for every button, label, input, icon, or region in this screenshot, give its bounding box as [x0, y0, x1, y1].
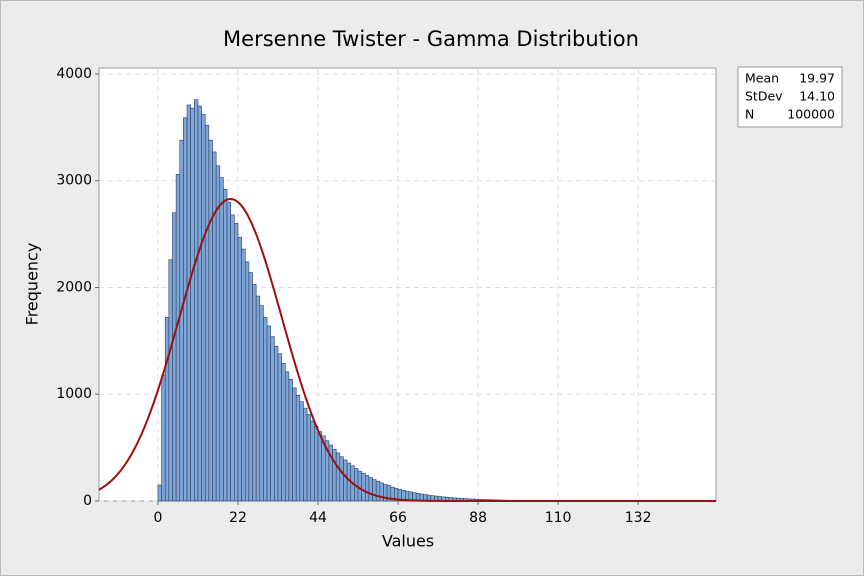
bar: [364, 475, 370, 502]
bar: [263, 317, 268, 502]
bar: [299, 401, 304, 502]
bar: [168, 259, 173, 502]
x-tick-label: 132: [625, 510, 652, 526]
bar: [204, 124, 210, 502]
bar: [295, 395, 301, 502]
bar: [310, 420, 315, 502]
stats-box: [737, 66, 843, 128]
bar: [223, 188, 228, 502]
chart-title: Mersenne Twister - Gamma Distribution: [223, 27, 639, 51]
stat-name: N: [745, 107, 754, 122]
bar: [164, 317, 170, 502]
bar: [288, 378, 293, 502]
stat-value: 100000: [787, 107, 835, 122]
plot: 0 1000 2000 3000 4000 0 22 44 66 88 110 132: [56, 66, 716, 526]
y-tick-label: 3000: [56, 173, 92, 189]
bar: [274, 345, 279, 502]
bar: [368, 477, 373, 502]
bar: [317, 431, 322, 502]
x-tick-label: 0: [153, 510, 162, 526]
bar: [284, 371, 290, 502]
bar: [179, 139, 184, 502]
bar: [237, 237, 242, 502]
bar: [226, 201, 231, 502]
bar: [183, 117, 188, 502]
bar: [172, 212, 177, 502]
bar: [314, 425, 319, 502]
bar: [244, 261, 250, 502]
bar: [281, 362, 286, 502]
stat-value: 14.10: [799, 89, 835, 104]
bar: [194, 99, 199, 502]
bar: [186, 104, 191, 502]
bar: [219, 177, 224, 502]
bar: [190, 107, 195, 502]
fit-curve: [98, 197, 716, 502]
bar: [208, 139, 213, 502]
bar: [339, 456, 344, 502]
y-tick-label: 4000: [56, 66, 92, 82]
bar: [197, 105, 202, 502]
y-axis-label: Frequency: [23, 243, 42, 326]
bar: [375, 480, 381, 502]
y-tick-label: 0: [83, 493, 92, 509]
stat-value: 19.97: [799, 71, 835, 86]
bar: [230, 214, 235, 502]
x-axis-label: Values: [382, 532, 434, 551]
bar: [343, 459, 348, 502]
x-tick-label: 22: [229, 510, 247, 526]
bar: [372, 479, 377, 502]
bar: [303, 407, 308, 502]
bar: [234, 223, 239, 502]
y-tick-label: 1000: [56, 386, 92, 402]
y-tick-label: 2000: [56, 279, 92, 295]
bar: [270, 336, 275, 502]
bar: [361, 472, 366, 502]
bar: [161, 374, 166, 502]
bar: [157, 484, 162, 502]
bar: [201, 114, 206, 502]
bar: [266, 325, 272, 502]
bar: [335, 452, 341, 502]
bar: [292, 387, 297, 502]
bar: [241, 248, 246, 502]
x-tick-label: 44: [309, 510, 327, 526]
stat-name: Mean: [745, 71, 779, 86]
x-tick-label: 88: [469, 510, 487, 526]
bar: [306, 414, 312, 502]
x-tick-label: 66: [389, 510, 407, 526]
bar: [255, 295, 261, 502]
x-tick-label: 110: [545, 510, 572, 526]
bar: [248, 272, 253, 502]
bar: [277, 353, 282, 502]
bar: [259, 305, 264, 502]
bar: [252, 283, 257, 502]
stat-name: StDev: [745, 89, 783, 104]
bar: [332, 448, 337, 502]
bar: [215, 165, 221, 502]
bar: [357, 470, 362, 502]
bar: [212, 151, 217, 502]
bar: [175, 174, 181, 502]
